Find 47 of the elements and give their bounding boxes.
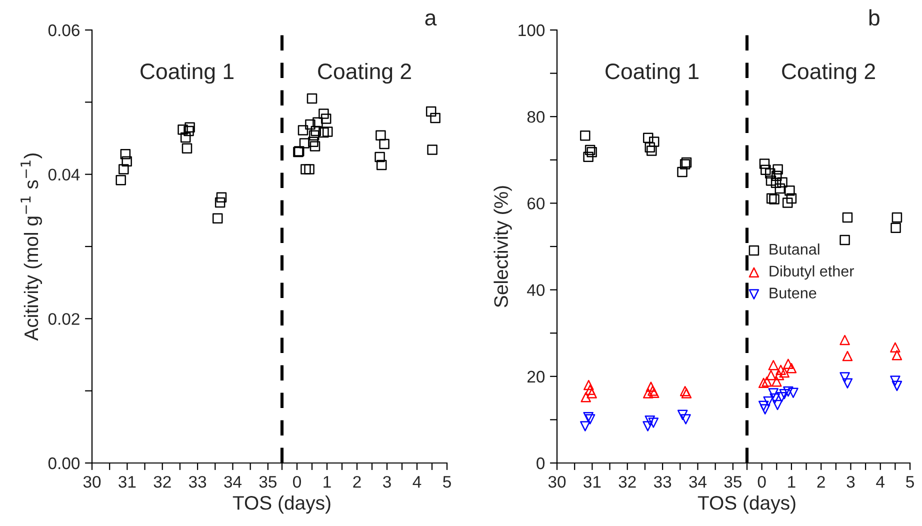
chart-title: a [425,13,437,26]
y-tick-label: 0.00 [48,457,80,470]
x-tick-label: 35 [724,476,742,488]
chart-title: b [869,9,880,26]
x-tick-label: 32 [154,476,171,488]
annotation: Coating 1 [606,62,698,84]
x-tick-label: 33 [188,476,206,488]
x-tick-label: 0 [758,476,766,488]
x-tick-label: 31 [118,476,136,488]
y-tick-label: 80 [527,111,545,123]
x-tick-label: 30 [83,476,101,488]
x-tick-label: 5 [443,476,451,488]
x-tick-label: 4 [412,476,422,488]
x-axis-title: TOS (days) [232,495,330,514]
y-tick-label: 100 [518,24,545,36]
x-tick-label: 3 [383,476,391,488]
x-tick-label: 4 [876,476,885,488]
x-tick-label: 35 [259,476,276,488]
x-tick-label: 1 [788,476,796,488]
y-tick-label: 20 [527,370,545,383]
x-tick-label: 30 [548,476,566,488]
x-axis-title: TOS (days) [698,495,796,514]
x-tick-label: 2 [353,476,361,488]
x-tick-label: 2 [817,476,825,488]
x-tick-label: 32 [618,476,636,488]
y-tick-label: 0 [536,457,545,470]
x-tick-label: 5 [906,476,914,488]
legend-label: Butene [770,288,816,298]
annotation: Coating 2 [318,62,411,84]
x-tick-label: 31 [584,476,601,488]
x-tick-label: 0 [293,476,301,488]
annotation: Coating 1 [140,62,234,84]
y-tick-label: 40 [527,284,545,296]
legend-label: Butanal [770,243,820,255]
annotation: Coating 2 [782,62,875,84]
y-axis-title: Acitivity (mol g$^{−1}$ s$^{−1}$) [20,154,42,341]
x-tick-label: 34 [224,476,242,488]
x-tick-label: 34 [689,476,707,488]
x-tick-label: 33 [654,476,672,488]
legend-label: Dibutyl ether [770,265,854,280]
x-tick-label: 3 [846,476,855,488]
y-tick-label: 60 [528,198,545,210]
y-tick-label: 0.06 [48,24,80,36]
x-tick-label: 1 [324,476,331,488]
y-tick-label: 0.04 [48,168,80,181]
y-axis-title: Selectivity (%) [494,186,512,308]
y-tick-label: 0.02 [48,313,80,325]
